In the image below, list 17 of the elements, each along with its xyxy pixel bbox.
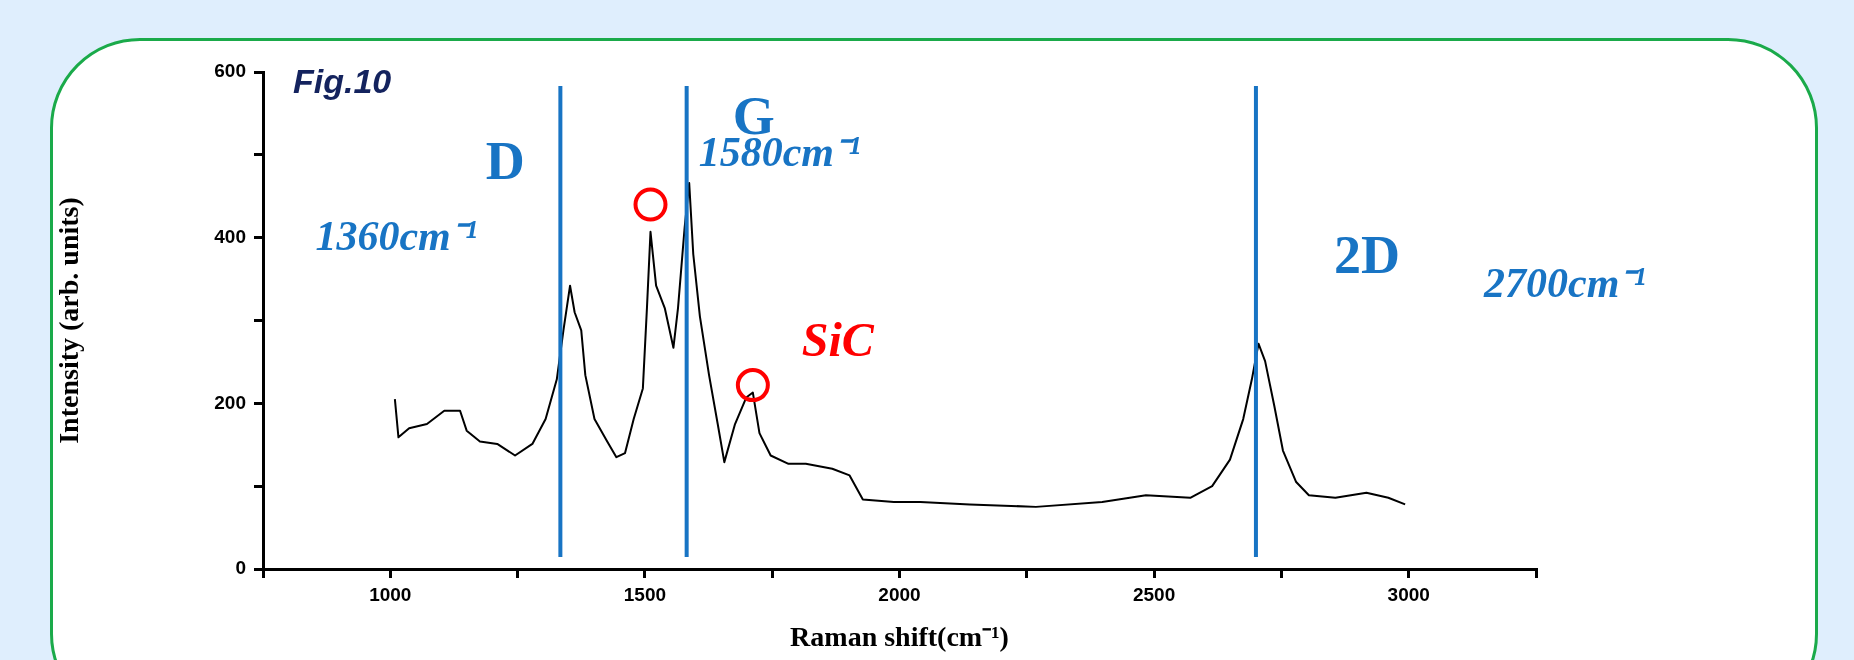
ref-line-label: D (485, 130, 525, 191)
x-tick-label: 1500 (623, 583, 667, 605)
y-tick-label: 200 (214, 391, 246, 413)
annotation: 2700cm⁻¹ (1482, 259, 1646, 306)
y-tick-label: 600 (214, 60, 246, 82)
x-axis-title: Raman shift(cm⁻¹) (790, 621, 1009, 653)
annotation: SiC (801, 312, 875, 366)
ref-line-label: 2D (1333, 224, 1400, 285)
annotation: 1360cm⁻¹ (315, 212, 478, 259)
y-axis-title: Intensity (arb. units) (53, 197, 85, 444)
chart-title: Fig.10 (293, 62, 392, 101)
y-tick-label: 0 (235, 557, 246, 579)
y-tick-label: 400 (214, 225, 246, 247)
x-tick-label: 3000 (1387, 583, 1430, 605)
x-tick-label: 1000 (369, 583, 412, 605)
x-tick-label: 2500 (1132, 583, 1176, 605)
x-tick-label: 2000 (878, 583, 921, 605)
